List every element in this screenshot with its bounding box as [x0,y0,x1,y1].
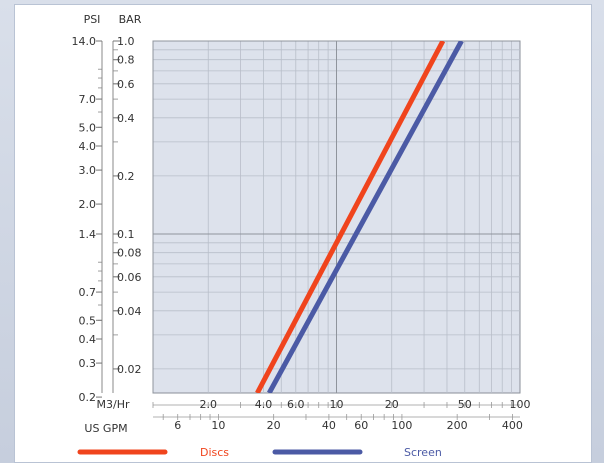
m3hr-tick-label: 4.0 [255,398,273,411]
bar-tick-label: 0.1 [117,228,135,241]
bar-tick-label: 1.0 [117,35,135,48]
gpm-tick-label: 60 [354,419,368,432]
psi-tick-label: 0.2 [79,391,97,404]
m3hr-tick-label: 6.0 [287,398,305,411]
m3hr-tick-label: 100 [510,398,531,411]
bar-tick-label: 0.6 [117,78,135,91]
gpm-tick-label: 40 [322,419,336,432]
legend-label-discs: Discs [200,446,229,459]
bar-tick-label: 0.04 [117,305,142,318]
psi-tick-label: 0.7 [79,286,97,299]
gpm-tick-label: 10 [211,419,225,432]
legend-label-screen: Screen [404,446,442,459]
gpm-axis-title: US GPM [84,422,127,435]
m3hr-tick-label: 2.0 [199,398,217,411]
gpm-tick-label: 400 [502,419,523,432]
axis-layer: 1.0 0.8 0.6 0.4 0.2 0.1 0.08 0.06 0.04 0.02 14.0 7.… [72,35,531,432]
bar-tick-label: 0.2 [117,170,135,183]
m3hr-tick-label: 50 [458,398,472,411]
psi-tick-label: 2.0 [79,198,97,211]
gpm-tick-label: 100 [391,419,412,432]
psi-tick-label: 1.4 [79,228,97,241]
bar-axis-title: BAR [119,13,142,26]
series-line-discs [255,41,446,393]
psi-tick-label: 7.0 [79,93,97,106]
bar-tick-label: 0.08 [117,247,142,260]
gpm-tick-label: 6 [174,419,181,432]
minor-grid [153,41,520,393]
m3hr-axis-title: M3/Hr [97,398,130,411]
psi-tick-label: 14.0 [72,35,97,48]
psi-tick-label: 0.5 [79,314,97,327]
series-line-screen [267,41,464,393]
bar-tick-label: 0.06 [117,271,142,284]
series-layer [255,41,464,393]
psi-tick-label: 0.4 [79,333,97,346]
bar-tick-label: 0.4 [117,112,135,125]
m3hr-tick-label: 10 [330,398,344,411]
gpm-tick-label: 20 [267,419,281,432]
psi-tick-label: 3.0 [79,164,97,177]
m3hr-tick-label: 20 [385,398,399,411]
psi-tick-label: 4.0 [79,140,97,153]
bar-tick-label: 0.8 [117,54,135,67]
bar-tick-label: 0.02 [117,363,142,376]
psi-tick-label: 5.0 [79,121,97,134]
psi-axis-title: PSI [84,13,101,26]
gpm-tick-label: 200 [447,419,468,432]
psi-tick-label: 0.3 [79,357,97,370]
